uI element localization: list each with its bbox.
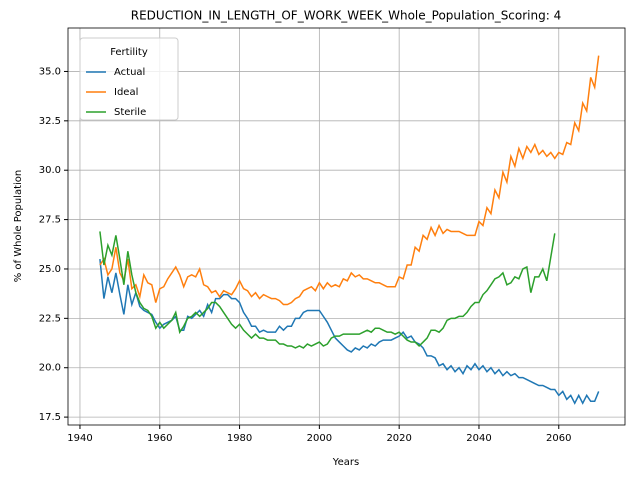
legend-title: Fertility [110,47,148,58]
x-tick-label: 2040 [466,433,491,444]
y-tick-label: 30.0 [39,165,61,176]
x-tick-label: 2000 [307,433,332,444]
y-axis-label: % of Whole Population [13,170,24,283]
x-axis-label: Years [332,457,359,468]
chart-title: REDUCTION_IN_LENGTH_OF_WORK_WEEK_Whole_P… [131,9,561,23]
x-tick-label: 1980 [227,433,252,444]
legend-label: Actual [114,67,145,78]
series-line [99,55,600,306]
y-tick-label: 20.0 [39,363,61,374]
y-tick-label: 32.5 [39,116,61,127]
y-tick-label: 22.5 [39,313,61,324]
series-line [99,231,556,349]
x-tick-label: 1960 [147,433,172,444]
y-tick-label: 27.5 [39,215,61,226]
y-tick-label: 17.5 [39,412,61,423]
y-tick-label: 25.0 [39,264,61,275]
x-tick-label: 1940 [67,433,92,444]
series-line [99,259,600,405]
x-tick-label: 2020 [386,433,411,444]
legend-label: Sterile [114,107,146,118]
x-tick-label: 2060 [546,433,571,444]
plot-frame [67,27,626,426]
y-tick-label: 35.0 [39,66,61,77]
legend-label: Ideal [114,87,138,98]
legend-box [79,37,179,121]
